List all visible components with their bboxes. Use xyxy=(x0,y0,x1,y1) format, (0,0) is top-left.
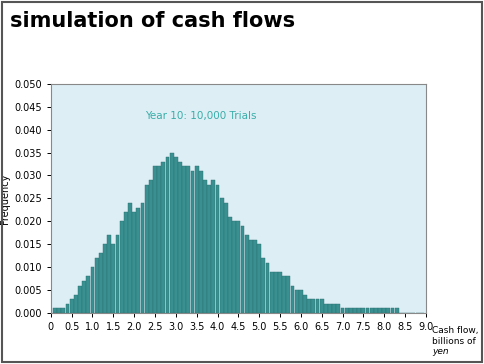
Bar xyxy=(111,244,115,313)
Bar xyxy=(391,308,394,313)
Bar xyxy=(107,235,111,313)
Bar xyxy=(249,240,253,313)
Bar xyxy=(174,157,178,313)
Bar xyxy=(132,212,136,313)
Text: Year 10: 10,000 Trials: Year 10: 10,000 Trials xyxy=(145,111,257,121)
Bar xyxy=(178,162,182,313)
Bar xyxy=(215,185,219,313)
Bar xyxy=(140,203,144,313)
Bar xyxy=(324,304,328,313)
Text: simulation of cash flows: simulation of cash flows xyxy=(10,11,295,31)
Bar xyxy=(232,221,236,313)
Bar xyxy=(153,166,157,313)
Bar xyxy=(316,299,319,313)
Bar xyxy=(395,308,399,313)
Bar xyxy=(57,308,61,313)
Bar xyxy=(70,299,74,313)
Bar xyxy=(295,290,299,313)
Bar xyxy=(149,180,153,313)
Bar xyxy=(191,171,195,313)
Bar xyxy=(257,244,261,313)
Bar xyxy=(303,295,307,313)
Bar xyxy=(382,308,386,313)
Bar xyxy=(82,281,86,313)
Bar xyxy=(91,267,94,313)
Bar xyxy=(116,235,120,313)
Bar xyxy=(224,203,228,313)
Text: Cash flow,: Cash flow, xyxy=(432,326,479,335)
Bar xyxy=(241,226,244,313)
Bar xyxy=(53,308,57,313)
Bar xyxy=(345,308,348,313)
Bar xyxy=(282,276,286,313)
Bar xyxy=(78,285,82,313)
Bar xyxy=(203,180,207,313)
Bar xyxy=(336,304,340,313)
Y-axis label: Frequency: Frequency xyxy=(0,173,10,223)
Bar xyxy=(353,308,357,313)
Bar xyxy=(220,198,224,313)
Bar xyxy=(320,299,324,313)
Bar xyxy=(378,308,382,313)
Bar xyxy=(357,308,361,313)
Bar xyxy=(349,308,353,313)
Bar xyxy=(312,299,315,313)
Bar xyxy=(266,262,270,313)
Bar xyxy=(74,295,78,313)
Bar xyxy=(270,272,273,313)
Bar xyxy=(374,308,378,313)
Bar xyxy=(237,221,240,313)
Bar xyxy=(207,185,211,313)
Bar xyxy=(341,308,345,313)
Bar xyxy=(128,203,132,313)
Bar xyxy=(274,272,278,313)
Bar xyxy=(61,308,65,313)
Bar xyxy=(157,166,161,313)
Bar xyxy=(182,166,186,313)
Bar xyxy=(253,240,257,313)
Bar xyxy=(307,299,311,313)
Bar xyxy=(370,308,374,313)
Bar xyxy=(186,166,190,313)
Bar xyxy=(65,304,69,313)
Bar xyxy=(365,308,369,313)
Text: yen: yen xyxy=(432,347,449,356)
Bar xyxy=(99,253,103,313)
Bar xyxy=(103,244,107,313)
Bar xyxy=(170,153,174,313)
Bar xyxy=(195,166,198,313)
Bar xyxy=(245,235,249,313)
Bar xyxy=(95,258,99,313)
Bar xyxy=(199,171,203,313)
Bar xyxy=(290,285,294,313)
Bar xyxy=(328,304,332,313)
Bar xyxy=(333,304,336,313)
Bar xyxy=(387,308,390,313)
Bar xyxy=(120,221,123,313)
Bar xyxy=(299,290,303,313)
Bar xyxy=(212,180,215,313)
Bar xyxy=(278,272,282,313)
Bar xyxy=(124,212,128,313)
Bar xyxy=(228,217,232,313)
Text: billions of: billions of xyxy=(432,337,476,346)
Bar xyxy=(287,276,290,313)
Bar xyxy=(145,185,149,313)
Bar xyxy=(261,258,265,313)
Bar xyxy=(362,308,365,313)
Bar xyxy=(87,276,90,313)
Bar xyxy=(136,207,140,313)
Bar xyxy=(166,157,169,313)
Bar xyxy=(162,162,165,313)
